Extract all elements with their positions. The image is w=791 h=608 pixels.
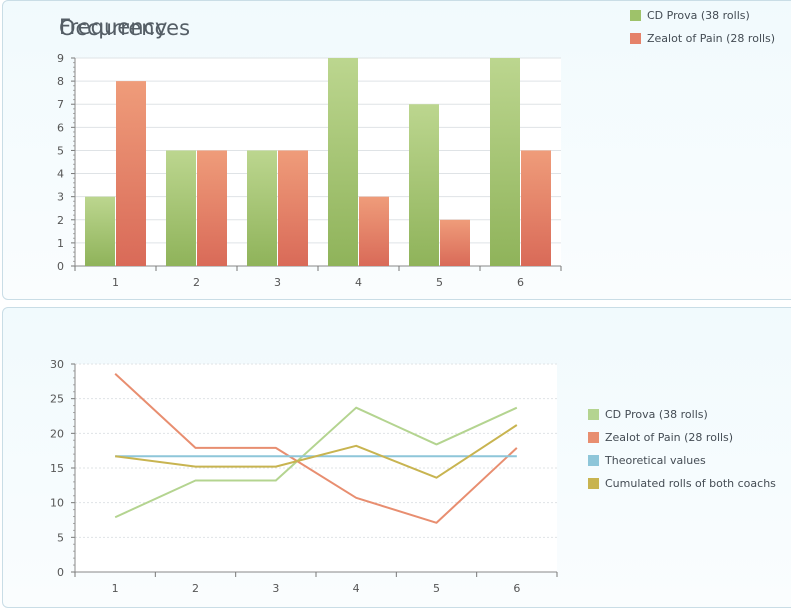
bar-zealot-of-pain [197, 150, 227, 266]
legend-label: Zealot of Pain (28 rolls) [647, 32, 776, 45]
freq-x-tick-label: 4 [353, 582, 360, 595]
line-cumulated-rolls [115, 424, 518, 479]
legend-item-zealot-of-pain: Zealot of Pain (28 rolls) [588, 426, 776, 449]
legend-swatch [588, 455, 599, 466]
occ-x-tick-label: 2 [193, 276, 200, 289]
legend-item-theoretical-values: Theoretical values [588, 449, 776, 472]
legend-swatch [588, 432, 599, 443]
occ-plot-area [75, 58, 561, 266]
line-cd-prova [114, 406, 518, 519]
frequency-legend: CD Prova (38 rolls) Zealot of Pain (28 r… [588, 403, 776, 495]
legend-swatch [630, 10, 641, 21]
freq-y-tick-label: 15 [50, 462, 64, 475]
legend-label: Cumulated rolls of both coachs [605, 477, 776, 490]
occ-y-tick-label: 7 [57, 98, 64, 111]
legend-swatch [588, 478, 599, 489]
bar-cd-prova [490, 58, 520, 266]
freq-x-tick-label: 5 [433, 582, 440, 595]
freq-x-tick-label: 2 [192, 582, 199, 595]
legend-item-cd-prova: CD Prova (38 rolls) [630, 4, 775, 27]
legend-label: Theoretical values [605, 454, 706, 467]
occ-y-tick-label: 8 [57, 75, 64, 88]
occ-y-tick-label: 4 [57, 168, 64, 181]
legend-item-cumulated-rolls: Cumulated rolls of both coachs [588, 472, 776, 495]
bar-zealot-of-pain [521, 150, 551, 266]
occ-x-tick-label: 4 [355, 276, 362, 289]
occurrences-chart: 0 1 2 3 4 5 6 7 8 9 1 2 3 4 5 6 [57, 52, 562, 289]
occ-x-tick-label: 6 [517, 276, 524, 289]
legend-swatch [630, 33, 641, 44]
bar-cd-prova [247, 150, 277, 266]
freq-y-tick-label: 0 [57, 566, 64, 579]
occurrences-title: Occurrences [59, 16, 191, 40]
bar-zealot-of-pain [440, 219, 470, 266]
occ-y-tick-label: 1 [57, 237, 64, 250]
legend-swatch [588, 409, 599, 420]
occ-y-tick-label: 9 [57, 52, 64, 65]
legend-label: CD Prova (38 rolls) [647, 9, 750, 22]
freq-y-tick-label: 10 [50, 497, 64, 510]
occ-y-tick-label: 2 [57, 214, 64, 227]
legend-item-cd-prova: CD Prova (38 rolls) [588, 403, 776, 426]
bar-cd-prova [409, 104, 439, 266]
occ-y-tick-label: 0 [57, 260, 64, 273]
frequency-title: Frequency [59, 15, 168, 39]
freq-x-tick-label: 1 [112, 582, 119, 595]
line-zealot-of-pain [114, 372, 518, 524]
freq-y-tick-label: 25 [50, 393, 64, 406]
bar-zealot-of-pain [278, 150, 308, 266]
freq-y-tick-label: 5 [57, 531, 64, 544]
bar-cd-prova [328, 58, 358, 266]
occ-y-tick-label: 3 [57, 191, 64, 204]
occ-y-tick-label: 5 [57, 144, 64, 157]
occ-y-tick-label: 6 [57, 121, 64, 134]
bar-cd-prova [85, 196, 115, 266]
bar-zealot-of-pain [116, 81, 146, 266]
frequency-chart: 0 5 10 15 20 25 30 1 2 3 4 5 6 [50, 358, 558, 595]
occ-x-tick-label: 5 [436, 276, 443, 289]
legend-label: CD Prova (38 rolls) [605, 408, 708, 421]
bar-zealot-of-pain [359, 196, 389, 266]
freq-y-tick-label: 30 [50, 358, 64, 371]
legend-item-zealot-of-pain: Zealot of Pain (28 rolls) [630, 27, 775, 50]
occ-x-tick-label: 3 [274, 276, 281, 289]
occ-x-tick-label: 1 [112, 276, 119, 289]
legend-label: Zealot of Pain (28 rolls) [605, 431, 734, 444]
bar-cd-prova [166, 150, 196, 266]
freq-x-tick-label: 3 [272, 582, 279, 595]
freq-y-tick-label: 20 [50, 427, 64, 440]
freq-x-tick-label: 6 [513, 582, 520, 595]
occurrences-legend: CD Prova (38 rolls) Zealot of Pain (28 r… [630, 4, 775, 50]
